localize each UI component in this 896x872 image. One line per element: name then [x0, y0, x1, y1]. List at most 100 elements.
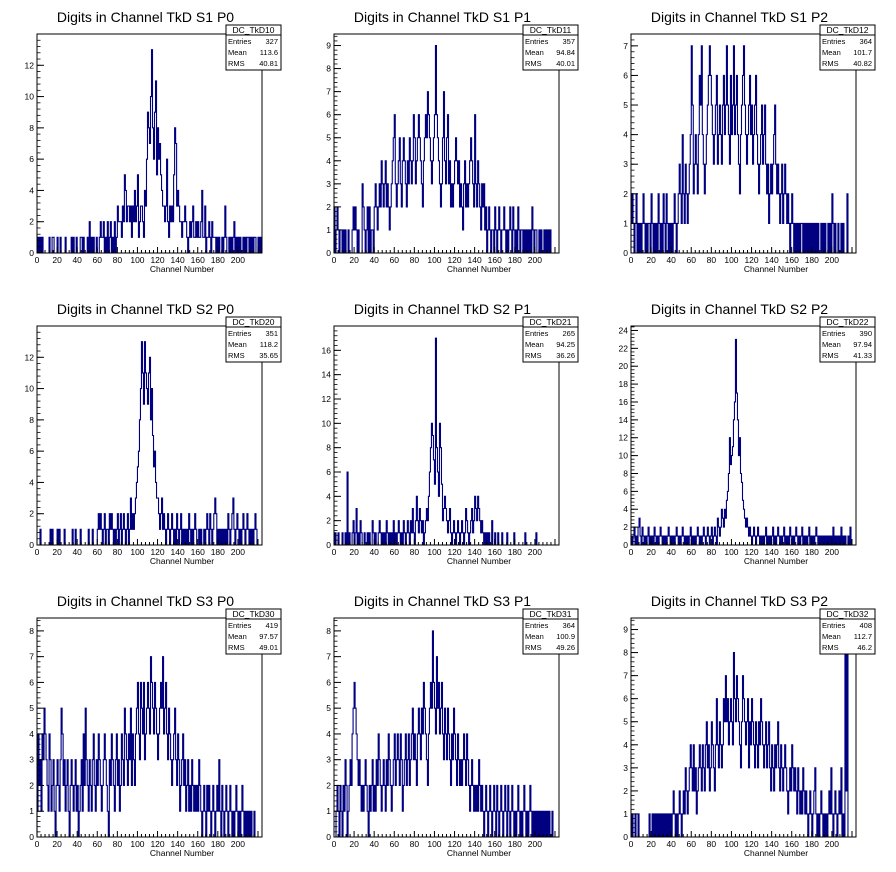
stats-value: 97.94: [853, 340, 872, 349]
y-tick-label: 2: [623, 522, 628, 532]
y-tick-label: 0: [29, 832, 34, 842]
y-tick-label: 3: [326, 755, 331, 765]
stats-frame: [522, 24, 579, 71]
y-tick-label: 3: [326, 179, 331, 189]
x-axis-label: Channel Number: [744, 264, 808, 274]
stats-value: 408: [859, 621, 872, 630]
y-tick-label: 4: [623, 504, 628, 514]
stats-frame: [225, 24, 282, 71]
y-tick-label: 7: [623, 41, 628, 51]
stats-value: 118.2: [260, 340, 278, 349]
x-tick-label: 160: [785, 547, 799, 557]
x-tick-label: 80: [707, 255, 717, 265]
x-tick-label: 140: [765, 839, 779, 849]
y-tick-label: 1: [326, 225, 331, 235]
x-tick-label: 180: [211, 547, 225, 557]
histogram-panel: Digits in Channel TkD S3 P20 20 40 60 80 100 1…: [623, 593, 876, 858]
stats-label: Entries: [822, 37, 846, 46]
x-tick-label: 0: [332, 547, 337, 557]
x-tick-label: 120: [744, 839, 758, 849]
y-tick-label: 10: [322, 418, 332, 428]
y-tick-label: 24: [619, 325, 629, 335]
x-tick-label: 0: [35, 255, 40, 265]
stats-label: Mean: [822, 48, 841, 57]
x-tick-label: 60: [93, 547, 103, 557]
y-tick-label: 12: [322, 394, 332, 404]
x-axis-label: Channel Number: [447, 556, 511, 566]
x-tick-label: 100: [427, 839, 441, 849]
x-tick-label: 200: [528, 547, 542, 557]
x-tick-label: 20: [646, 547, 656, 557]
y-tick-label: 6: [326, 467, 331, 477]
y-tick-label: 16: [322, 345, 332, 355]
x-tick-label: 180: [805, 255, 819, 265]
y-tick-label: 0: [623, 832, 628, 842]
stats-label: RMS: [228, 643, 245, 652]
stats-label: Entries: [228, 329, 252, 338]
y-tick-label: 8: [29, 123, 34, 133]
stats-label: Mean: [228, 632, 247, 641]
stats-name: DC_TkD10: [232, 25, 274, 35]
y-tick-label: 8: [623, 648, 628, 658]
y-tick-label: 3: [623, 763, 628, 773]
histogram-series: [334, 337, 555, 546]
stats-box: DC_TkD32 Entries 408 Mean 112.7 RMS 46.2: [819, 608, 876, 655]
histogram-panel: Digits in Channel TkD S3 P00 20 40 60 80 100 1…: [29, 593, 282, 858]
stats-value: 100.9: [556, 632, 575, 641]
x-tick-label: 100: [724, 839, 738, 849]
y-tick-label: 2: [623, 189, 628, 199]
x-tick-label: 140: [765, 547, 779, 557]
y-tick-label: 8: [623, 468, 628, 478]
stats-value: 419: [265, 621, 278, 630]
stats-box: DC_TkD10 Entries 327 Mean 113.6 RMS 40.81: [225, 24, 282, 71]
stats-label: Entries: [525, 621, 549, 630]
x-tick-label: 120: [150, 839, 164, 849]
y-tick-label: 14: [322, 370, 332, 380]
stats-box: DC_TkD12 Entries 364 Mean 101.7 RMS 40.82: [819, 24, 876, 71]
y-tick-label: 6: [29, 154, 34, 164]
histogram-panel: Digits in Channel TkD S1 P20 20 40 60 80 100 1…: [623, 9, 876, 274]
x-tick-label: 120: [744, 255, 758, 265]
x-axis-label: Channel Number: [744, 556, 808, 566]
stats-value: 112.7: [854, 632, 872, 641]
x-tick-label: 120: [447, 547, 461, 557]
x-axis-label: Channel Number: [744, 848, 808, 858]
x-tick-label: 180: [508, 547, 522, 557]
x-tick-label: 120: [744, 547, 758, 557]
y-tick-label: 8: [326, 64, 331, 74]
y-tick-label: 9: [326, 41, 331, 51]
stats-value: 46.2: [857, 643, 872, 652]
x-tick-label: 60: [687, 255, 697, 265]
histogram-series: [36, 656, 262, 838]
y-tick-label: 0: [326, 832, 331, 842]
x-tick-label: 80: [707, 547, 717, 557]
x-tick-label: 0: [629, 839, 634, 849]
y-tick-label: 2: [623, 786, 628, 796]
x-tick-label: 40: [72, 547, 82, 557]
stats-value: 94.84: [556, 48, 575, 57]
stats-name: DC_TkD20: [232, 317, 274, 327]
stats-label: Entries: [822, 621, 846, 630]
x-tick-label: 160: [191, 839, 205, 849]
x-tick-label: 160: [191, 547, 205, 557]
x-tick-label: 140: [171, 839, 185, 849]
x-tick-label: 60: [390, 547, 400, 557]
stats-value: 40.81: [259, 59, 278, 68]
stats-label: RMS: [228, 351, 245, 360]
histogram-series: [333, 44, 553, 254]
x-tick-label: 100: [130, 839, 144, 849]
x-tick-label: 40: [72, 255, 82, 265]
x-tick-label: 20: [646, 255, 656, 265]
x-tick-label: 180: [805, 839, 819, 849]
stats-value: 364: [859, 37, 872, 46]
stats-value: 49.01: [259, 643, 278, 652]
x-axis-label: Channel Number: [150, 848, 214, 858]
y-tick-label: 8: [326, 443, 331, 453]
stats-label: Entries: [228, 621, 252, 630]
stats-value: 390: [859, 329, 872, 338]
y-tick-label: 4: [29, 185, 34, 195]
stats-frame: [522, 608, 579, 655]
y-tick-label: 20: [619, 361, 629, 371]
stats-value: 101.7: [853, 48, 872, 57]
x-tick-label: 80: [113, 547, 123, 557]
